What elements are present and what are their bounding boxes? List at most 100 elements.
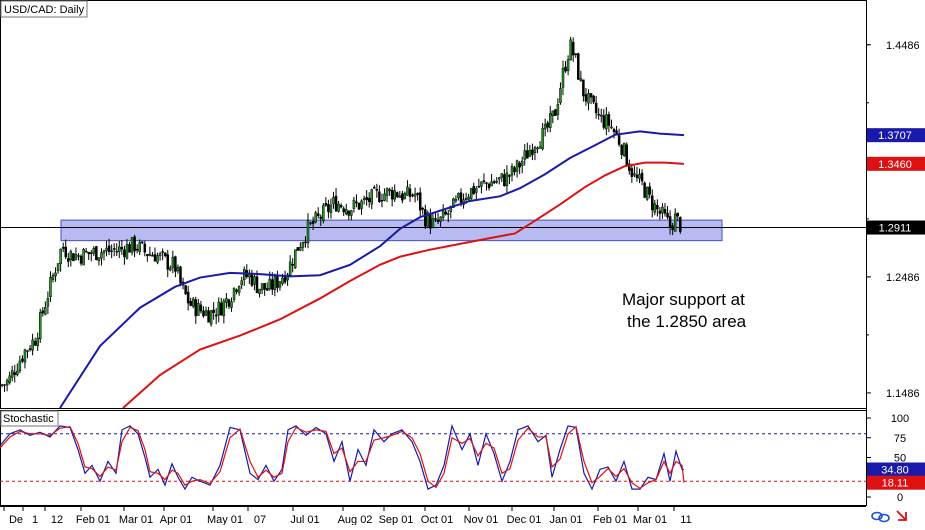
candle-up bbox=[18, 360, 22, 372]
candle-up bbox=[520, 160, 524, 166]
candle-up bbox=[569, 39, 572, 61]
candle-up bbox=[469, 188, 473, 199]
candle-up bbox=[622, 143, 626, 157]
candle-up bbox=[268, 278, 271, 290]
candle-down bbox=[390, 189, 394, 200]
candle-down bbox=[202, 310, 205, 317]
time-tick-label: Sep 01 bbox=[379, 514, 414, 525]
candle-down bbox=[429, 213, 432, 229]
candle-down bbox=[671, 225, 674, 231]
candle-up bbox=[314, 212, 317, 223]
candle-up bbox=[286, 274, 289, 281]
candle-up bbox=[561, 67, 565, 88]
candle-down bbox=[597, 113, 600, 116]
candle-up bbox=[197, 303, 200, 316]
candle-up bbox=[439, 216, 442, 222]
candle-up bbox=[383, 193, 386, 201]
candle-up bbox=[431, 218, 435, 228]
candle-up bbox=[528, 150, 532, 157]
candle-down bbox=[146, 254, 149, 256]
candle-down bbox=[365, 197, 368, 201]
arrow-icon[interactable] bbox=[896, 510, 907, 521]
candle-down bbox=[319, 216, 322, 219]
candle-down bbox=[459, 192, 463, 203]
candle-down bbox=[327, 204, 330, 212]
candle-down bbox=[518, 162, 521, 168]
ma-blue-value: 1.3707 bbox=[878, 130, 912, 142]
candle-up bbox=[579, 78, 583, 81]
candle-up bbox=[536, 147, 539, 150]
candle-up bbox=[457, 192, 460, 199]
candle-down bbox=[153, 254, 157, 262]
time-tick-label: Feb 01 bbox=[593, 514, 627, 525]
candle-down bbox=[342, 208, 345, 213]
candle-up bbox=[237, 286, 241, 293]
chart-title-box bbox=[0, 0, 88, 18]
price-panel bbox=[0, 0, 867, 409]
candle-down bbox=[21, 358, 24, 362]
candle-up bbox=[105, 247, 108, 252]
candle-down bbox=[658, 210, 662, 214]
stochastic-d-value: 18.11 bbox=[882, 478, 909, 490]
candle-up bbox=[125, 244, 129, 259]
current-price-value: 1.2911 bbox=[879, 223, 912, 235]
candle-down bbox=[582, 79, 585, 97]
candle-up bbox=[158, 253, 162, 256]
candle-down bbox=[408, 188, 412, 197]
candle-up bbox=[360, 200, 363, 209]
stochastic-tick-label: 75 bbox=[894, 433, 906, 445]
candle-down bbox=[311, 221, 315, 225]
candle-up bbox=[413, 193, 417, 197]
candle-down bbox=[72, 253, 75, 262]
candle-up bbox=[452, 198, 455, 208]
candle-up bbox=[56, 263, 60, 272]
candle-up bbox=[301, 242, 305, 248]
price-tick-label: 1.4486 bbox=[886, 40, 920, 52]
candle-up bbox=[541, 128, 544, 150]
candle-up bbox=[258, 288, 261, 295]
candle-down bbox=[304, 241, 307, 244]
candle-up bbox=[176, 266, 180, 272]
candle-up bbox=[281, 277, 284, 284]
support-annotation-line-2: the 1.2850 area bbox=[627, 312, 747, 331]
candle-down bbox=[513, 167, 516, 173]
price-tick-label: 1.1486 bbox=[886, 388, 920, 400]
candle-up bbox=[398, 195, 402, 198]
stochastic-k-line bbox=[0, 423, 685, 491]
candle-up bbox=[0, 384, 4, 387]
candle-down bbox=[643, 182, 646, 198]
candle-down bbox=[141, 241, 144, 244]
candle-up bbox=[490, 181, 493, 187]
candle-up bbox=[44, 307, 47, 315]
candle-down bbox=[571, 41, 575, 56]
candle-down bbox=[334, 195, 338, 212]
candle-down bbox=[220, 302, 223, 316]
link-icon[interactable] bbox=[871, 511, 890, 523]
time-tick-label: Mar 01 bbox=[633, 514, 667, 525]
candle-up bbox=[515, 160, 519, 172]
candle-down bbox=[207, 310, 210, 323]
candle-up bbox=[352, 199, 356, 209]
time-tick-label: 07 bbox=[254, 514, 266, 525]
candle-down bbox=[214, 314, 218, 317]
candle-up bbox=[332, 197, 335, 205]
candle-up bbox=[299, 246, 302, 251]
candle-down bbox=[375, 189, 379, 191]
moving-average-blue bbox=[59, 130, 685, 409]
candle-down bbox=[679, 217, 682, 232]
stochastic-title: Stochastic bbox=[3, 413, 54, 425]
candle-up bbox=[610, 126, 613, 129]
candle-down bbox=[271, 279, 274, 290]
candle-down bbox=[526, 150, 529, 159]
candle-down bbox=[666, 212, 669, 218]
stochastic-tick-label: 50 bbox=[894, 453, 906, 465]
candle-up bbox=[464, 197, 468, 200]
candle-up bbox=[638, 174, 641, 179]
candle-up bbox=[523, 150, 526, 160]
candle-down bbox=[347, 210, 351, 216]
candle-down bbox=[64, 246, 67, 258]
candle-up bbox=[222, 300, 226, 316]
candle-down bbox=[554, 109, 557, 116]
candle-up bbox=[549, 113, 552, 128]
candle-up bbox=[673, 213, 677, 232]
